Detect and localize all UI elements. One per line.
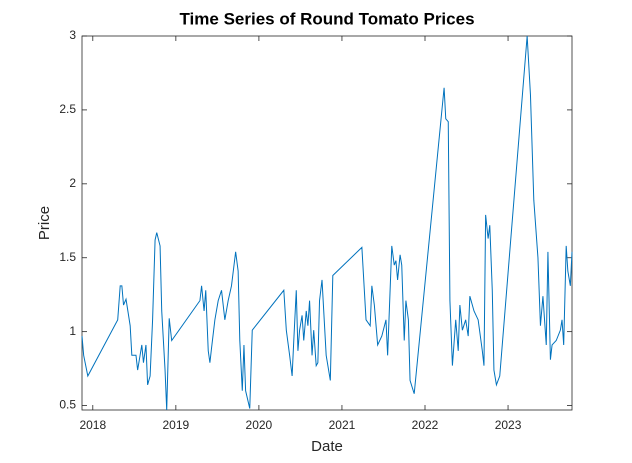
- x-tick-label: 2020: [246, 418, 273, 432]
- price-line: [81, 35, 573, 411]
- chart-title: Time Series of Round Tomato Prices: [179, 9, 474, 28]
- y-tick-label: 2.5: [59, 102, 76, 116]
- x-tick-label: 2022: [412, 418, 439, 432]
- y-tick-label: 0.5: [59, 398, 76, 412]
- x-tick-label: 2019: [162, 418, 189, 432]
- y-axis-label: Price: [36, 206, 53, 240]
- axes-box: [81, 35, 573, 411]
- x-axis-label: Date: [311, 438, 343, 455]
- y-tick-label: 3: [69, 28, 76, 42]
- x-tick-label: 2023: [495, 418, 522, 432]
- x-tick-label: 2018: [79, 418, 106, 432]
- y-tick-label: 1.5: [59, 250, 76, 264]
- y-tick-label: 1: [69, 324, 76, 338]
- y-tick-label: 2: [69, 176, 76, 190]
- x-tick-label: 2021: [329, 418, 356, 432]
